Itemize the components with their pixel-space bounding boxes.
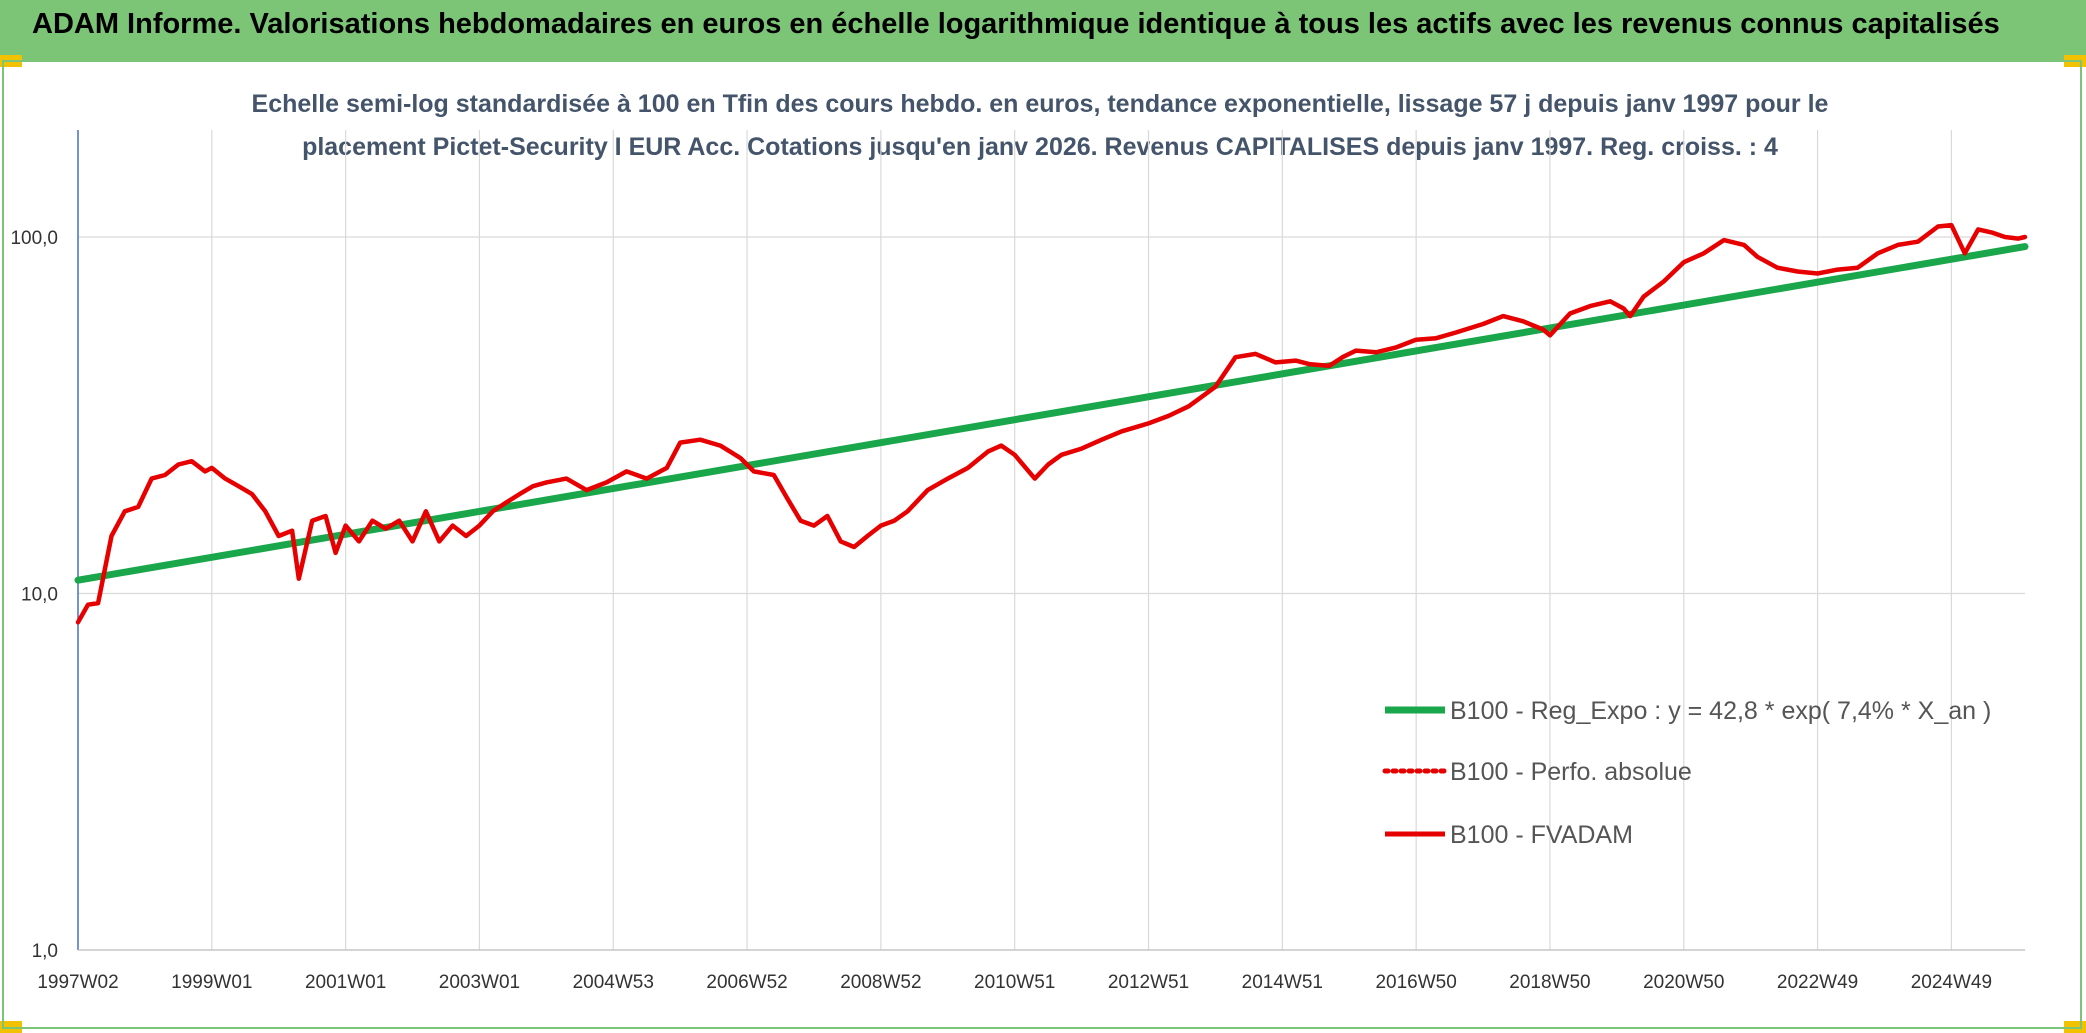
x-tick-label: 1999W01 (171, 972, 252, 993)
chart-title-line-1: Echelle semi-log standardisée à 100 en T… (251, 90, 1829, 118)
x-tick-label: 2022W49 (1777, 972, 1858, 993)
y-tick-label: 1,0 (32, 941, 58, 962)
legend-label: B100 - FVADAM (1450, 821, 1633, 849)
x-tick-label: 1997W02 (37, 972, 118, 993)
y-tick-label: 100,0 (10, 228, 58, 249)
x-tick-label: 2010W51 (974, 972, 1055, 993)
series-line-regression (74, 243, 2029, 584)
chart-title-line-2: placement Pictet-Security I EUR Acc. Cot… (302, 133, 1778, 161)
y-tick-label: 10,0 (21, 585, 58, 606)
header-banner: ADAM Informe. Valorisations hebdomadaire… (0, 0, 2086, 60)
chart-frame (2, 60, 2082, 1029)
series-line-fvadam (75, 222, 2028, 625)
x-tick-label: 2001W01 (305, 972, 386, 993)
x-tick-label: 2004W53 (573, 972, 654, 993)
x-tick-label: 2014W51 (1242, 972, 1323, 993)
x-tick-label: 2024W49 (1911, 972, 1992, 993)
legend-label: B100 - Perfo. absolue (1450, 758, 1692, 786)
x-tick-label: 2008W52 (840, 972, 921, 993)
x-tick-label: 2018W50 (1509, 972, 1590, 993)
legend-label: B100 - Reg_Expo : y = 42,8 * exp( 7,4% *… (1450, 697, 1991, 725)
x-tick-label: 2016W50 (1375, 972, 1456, 993)
x-tick-label: 2012W51 (1108, 972, 1189, 993)
banner-title: ADAM Informe. Valorisations hebdomadaire… (32, 8, 2000, 40)
x-tick-label: 2003W01 (439, 972, 520, 993)
x-tick-label: 2020W50 (1643, 972, 1724, 993)
x-tick-label: 2006W52 (706, 972, 787, 993)
